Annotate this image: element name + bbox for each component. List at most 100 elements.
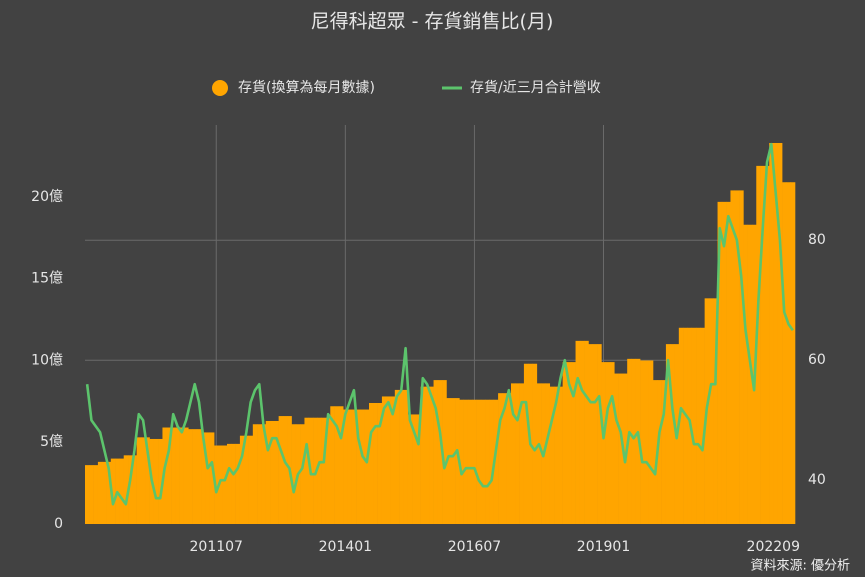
bar (381, 396, 387, 524)
bar (558, 386, 563, 524)
bar (670, 344, 675, 524)
bar (678, 327, 684, 524)
bar (631, 358, 637, 524)
bar (334, 406, 340, 524)
bar (575, 340, 581, 524)
bar (777, 142, 783, 524)
x-tick-label: 202209 (747, 539, 800, 555)
bar (265, 420, 271, 524)
bar (205, 432, 211, 524)
bar (227, 443, 232, 524)
bar (747, 224, 753, 524)
bar (377, 402, 383, 524)
bar (123, 455, 129, 524)
bar (282, 416, 288, 524)
bar (773, 142, 779, 524)
y2-tick-label: 60 (808, 352, 826, 368)
bar (261, 424, 267, 524)
bar (338, 406, 344, 524)
bar (683, 327, 688, 524)
bar (222, 445, 228, 524)
x-tick-label: 201607 (448, 539, 501, 555)
bar (442, 380, 447, 524)
bar (244, 435, 249, 524)
bar (192, 429, 198, 524)
bar (506, 393, 512, 524)
bar (270, 420, 275, 524)
bar (657, 380, 662, 524)
line (85, 142, 794, 506)
bar (549, 386, 555, 524)
bar (420, 386, 426, 524)
bar (489, 399, 495, 524)
bar (764, 165, 770, 524)
legend-marker (212, 80, 228, 96)
bar (721, 201, 727, 524)
bar (364, 409, 370, 524)
x-tick-label: 201107 (190, 539, 243, 555)
bar (373, 402, 378, 524)
bar (360, 409, 365, 524)
bar (739, 190, 744, 524)
bar (201, 432, 206, 524)
bar (476, 399, 482, 524)
bar (356, 409, 361, 524)
bar (248, 435, 254, 524)
bar (584, 340, 589, 524)
legend-label: 存貨/近三月合計營收 (470, 79, 601, 96)
bar (274, 420, 279, 524)
y2-tick-label: 40 (808, 472, 826, 488)
bar (700, 327, 705, 524)
bar (97, 461, 103, 524)
bar (89, 465, 94, 524)
bar (403, 389, 409, 524)
y-tick-label: 15億 (31, 271, 63, 287)
bar (605, 362, 611, 524)
y2-tick-label: 80 (808, 232, 826, 248)
bar (145, 437, 150, 524)
bar (760, 165, 766, 524)
bar (696, 327, 701, 524)
bar (472, 399, 477, 524)
y-tick-label: 5億 (40, 434, 63, 450)
bar (140, 437, 146, 524)
bar (463, 399, 469, 524)
bar (459, 399, 464, 524)
bar (498, 393, 503, 524)
bar (93, 465, 99, 524)
bar (627, 358, 632, 524)
bar (394, 389, 400, 524)
bar (188, 429, 193, 524)
bar (769, 142, 774, 524)
bar (708, 298, 714, 524)
bar (252, 424, 258, 524)
bar (511, 383, 516, 524)
bar (713, 298, 718, 524)
bar (179, 427, 185, 524)
bar (743, 224, 748, 524)
bar (291, 424, 297, 524)
bar (532, 363, 538, 524)
bar (665, 344, 671, 524)
bar (597, 344, 602, 524)
bar (110, 458, 116, 524)
bar (317, 417, 322, 524)
bar (502, 393, 507, 524)
bar (579, 340, 585, 524)
bar (523, 363, 529, 524)
bar (257, 424, 262, 524)
bar (446, 398, 452, 524)
bar (609, 362, 615, 524)
bar (691, 327, 697, 524)
bar (325, 417, 331, 524)
bar (412, 414, 417, 524)
bar (347, 409, 353, 524)
bar (407, 414, 413, 524)
bar (300, 424, 305, 524)
bar (786, 182, 791, 524)
bar (218, 445, 223, 524)
bar (209, 432, 215, 524)
bar (566, 362, 572, 524)
bar (235, 443, 241, 524)
